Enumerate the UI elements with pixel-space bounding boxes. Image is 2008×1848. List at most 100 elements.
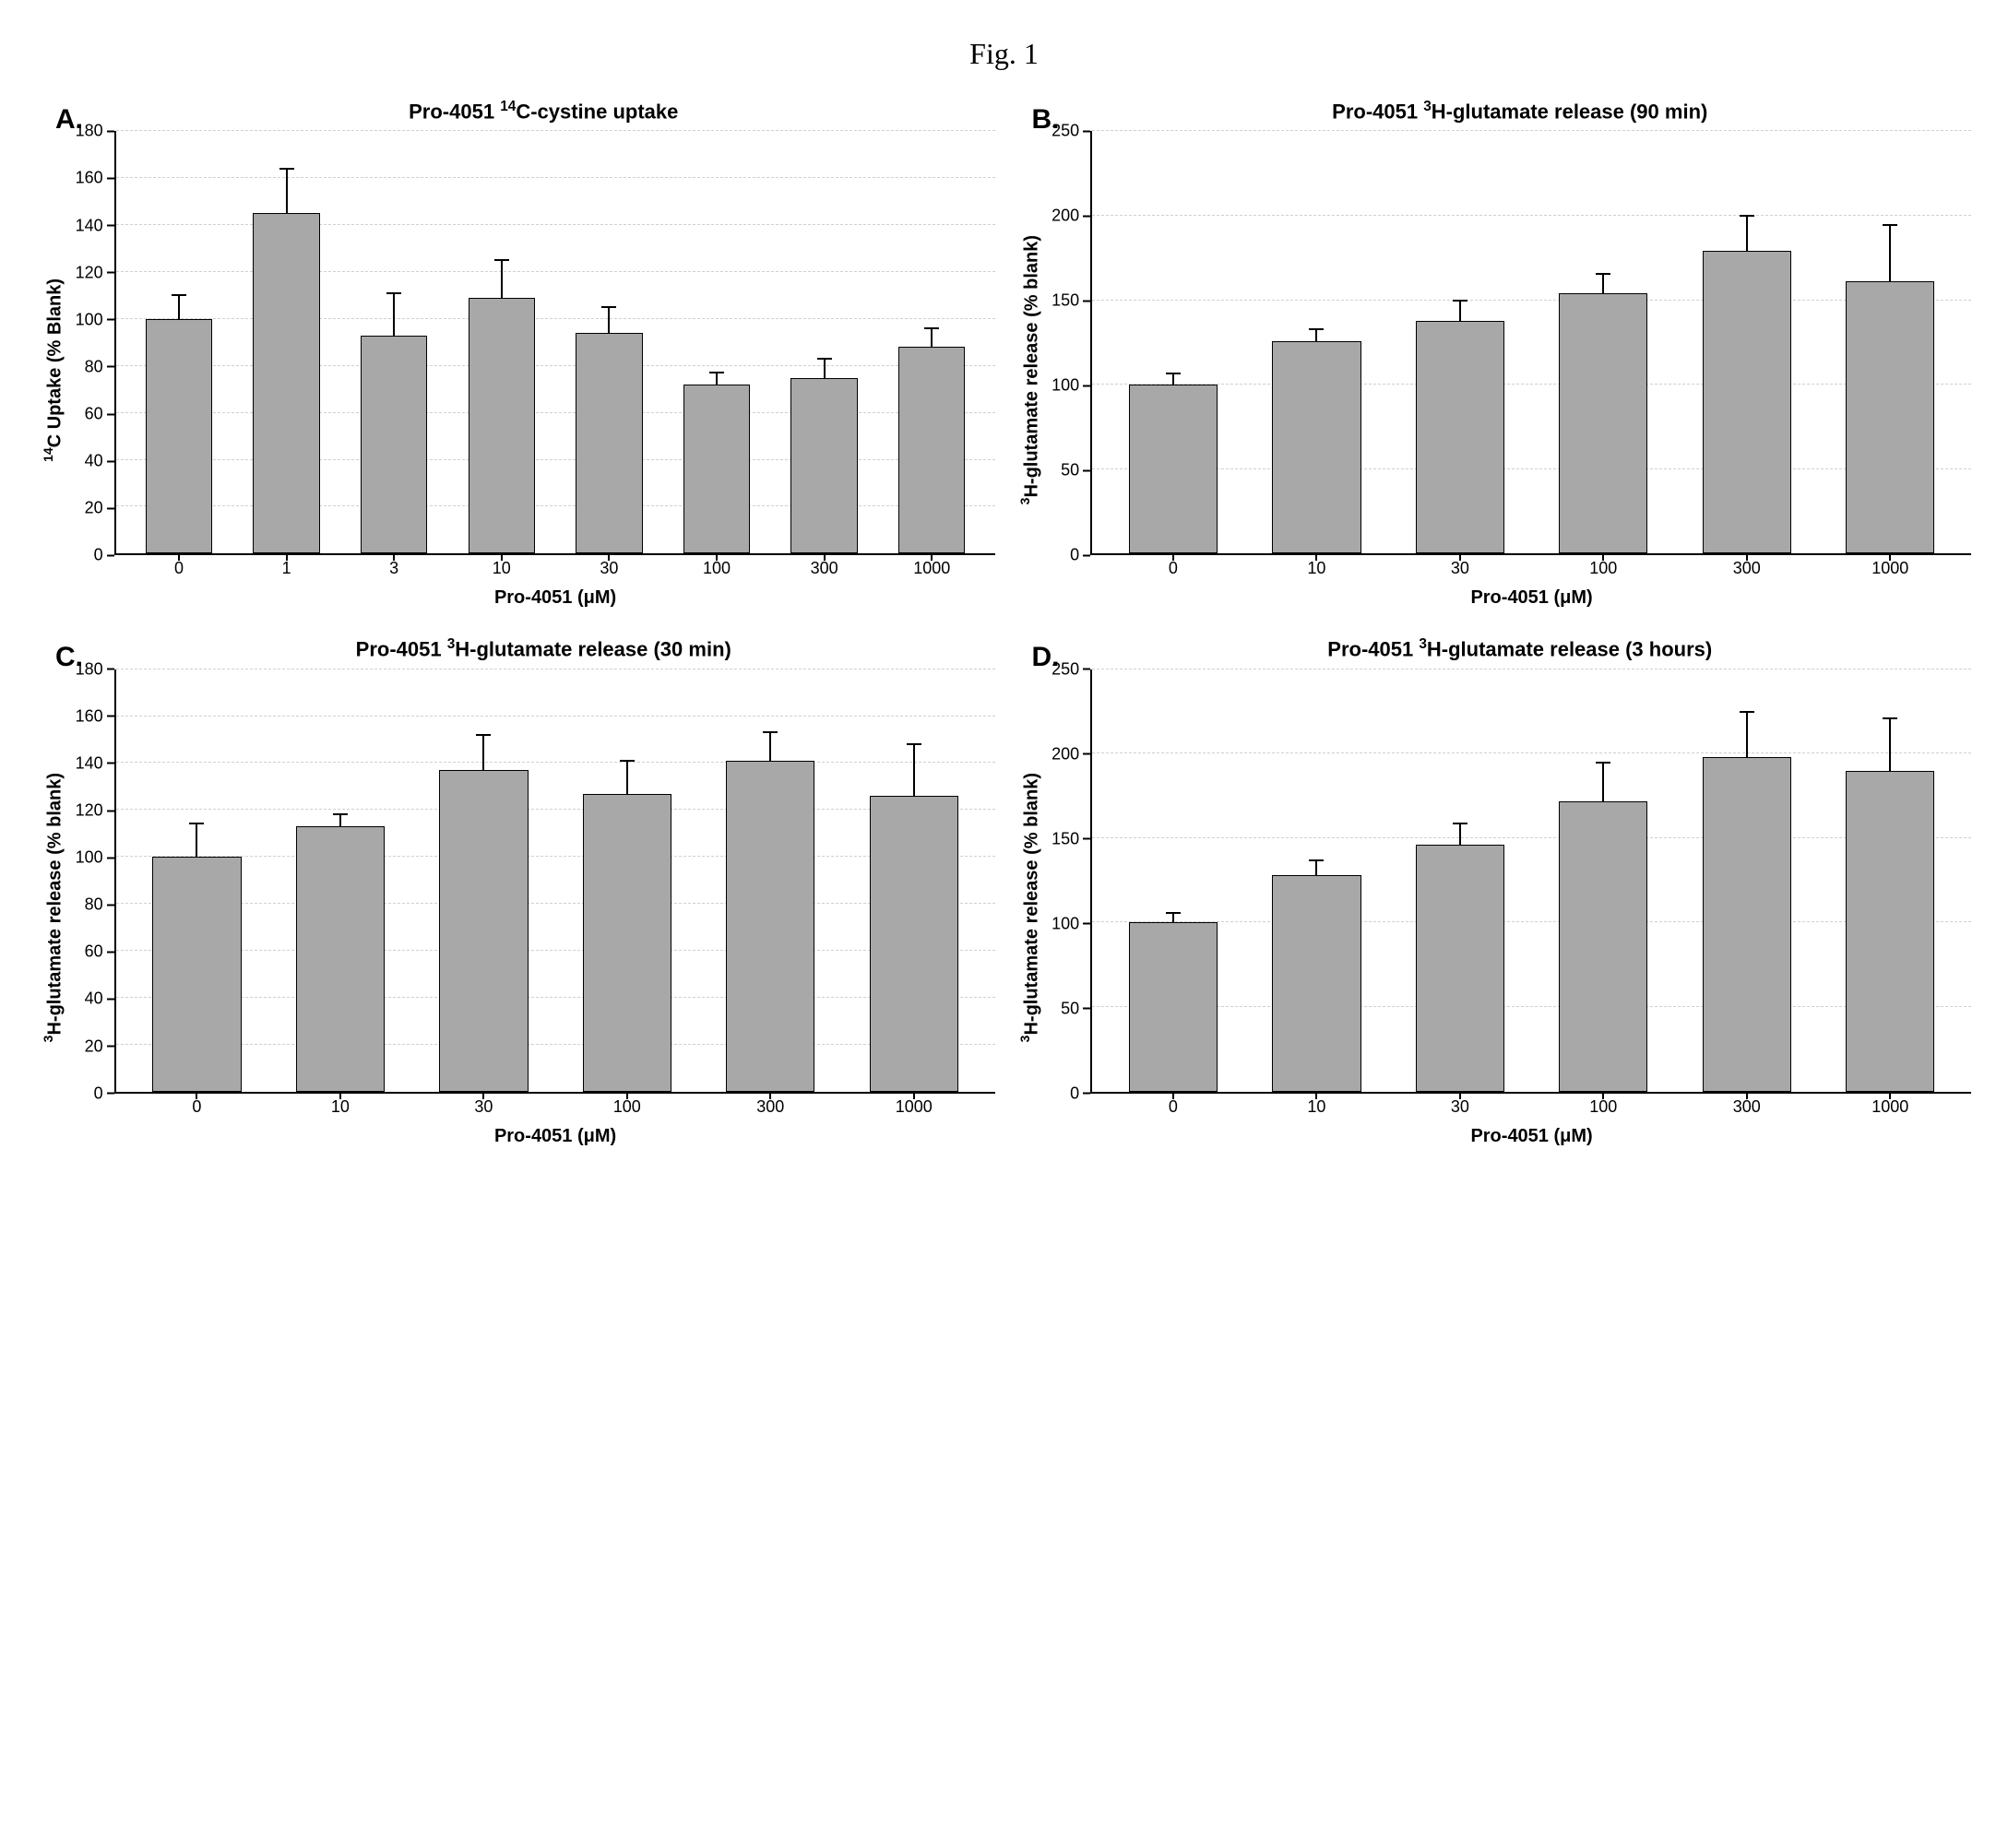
error-bar (178, 294, 180, 320)
tick-mark (107, 810, 114, 811)
bar (1559, 801, 1647, 1092)
y-tick: 160 (76, 169, 114, 188)
error-bar (769, 731, 771, 762)
y-tick-label: 50 (1061, 999, 1079, 1018)
error-bar (1172, 373, 1174, 385)
y-axis-label: 14C Uptake (% Blank) (37, 278, 70, 462)
bars-row (116, 669, 995, 1092)
bar-slot (1245, 131, 1388, 553)
chart-panel: D.Pro-4051 3H-glutamate release (3 hours… (1014, 636, 1972, 1146)
y-tick: 200 (1052, 744, 1090, 764)
y-tick-label: 250 (1052, 659, 1079, 679)
y-axis: 050100150200250 (1046, 131, 1092, 555)
bar-slot (125, 131, 233, 553)
x-tick: 100 (1532, 1097, 1675, 1117)
y-tick: 20 (85, 1037, 114, 1056)
bar-slot (1675, 669, 1818, 1092)
y-tick-label: 80 (85, 357, 103, 376)
y-axis-label: 3H-glutamate release (% blank) (1014, 235, 1047, 504)
tick-mark (1083, 838, 1090, 840)
error-bar (1889, 717, 1891, 771)
tick-mark (107, 319, 114, 321)
x-tick: 30 (412, 1097, 555, 1117)
bar (790, 378, 857, 554)
y-tick: 250 (1052, 659, 1090, 679)
y-tick: 100 (1052, 914, 1090, 933)
panel-title: Pro-4051 3H-glutamate release (3 hours) (1014, 636, 1972, 661)
x-tick: 0 (125, 559, 233, 578)
x-tick: 1000 (1819, 559, 1962, 578)
x-tick: 300 (770, 559, 878, 578)
y-tick: 0 (1070, 1084, 1090, 1103)
bar-slot (1819, 669, 1962, 1092)
y-tick-label: 100 (76, 848, 103, 868)
error-bar (1746, 711, 1748, 758)
bar-slot (878, 131, 986, 553)
bar-slot (268, 669, 411, 1092)
chart-panel: B.Pro-4051 3H-glutamate release (90 min)… (1014, 99, 1972, 609)
bar (146, 319, 212, 553)
error-bar (716, 372, 718, 385)
bar-slot (125, 669, 268, 1092)
bar-slot (1532, 131, 1675, 553)
x-tick: 100 (1532, 559, 1675, 578)
bar (1559, 293, 1647, 553)
tick-mark (107, 225, 114, 227)
panel-grid: A.Pro-4051 14C-cystine uptake14C Uptake … (37, 99, 1971, 1147)
y-tick: 150 (1052, 829, 1090, 848)
y-axis-label: 3H-glutamate release (% blank) (1014, 773, 1047, 1042)
bar-slot (1101, 131, 1244, 553)
x-tick: 10 (1245, 1097, 1388, 1117)
bar-slot (232, 131, 340, 553)
y-tick-label: 0 (94, 1084, 103, 1103)
tick-mark (107, 272, 114, 274)
panel-title: Pro-4051 3H-glutamate release (90 min) (1014, 99, 1972, 124)
y-tick: 60 (85, 405, 114, 424)
y-tick: 120 (76, 263, 114, 282)
x-tick: 300 (1675, 559, 1818, 578)
bar-slot (1675, 131, 1818, 553)
bar-slot (1245, 669, 1388, 1092)
y-tick: 100 (1052, 376, 1090, 396)
y-tick-label: 150 (1052, 291, 1079, 311)
y-tick: 0 (1070, 546, 1090, 565)
x-tick: 10 (1245, 559, 1388, 578)
plot-area: 020406080100120140160180 (70, 669, 995, 1094)
bar (1416, 321, 1504, 554)
tick-mark (107, 130, 114, 132)
error-bar (1315, 328, 1317, 342)
y-tick-label: 140 (76, 216, 103, 235)
y-tick-label: 160 (76, 706, 103, 726)
y-tick-label: 100 (76, 310, 103, 329)
bar (439, 770, 528, 1092)
x-axis-label: Pro-4051 (μM) (116, 1126, 995, 1147)
bar (583, 794, 671, 1092)
bar-slot (412, 669, 555, 1092)
y-tick: 60 (85, 942, 114, 962)
bar (1129, 385, 1218, 553)
y-tick-label: 20 (85, 499, 103, 518)
x-axis-label: Pro-4051 (μM) (116, 587, 995, 609)
tick-mark (107, 904, 114, 906)
bar (1703, 757, 1791, 1092)
tick-mark (107, 366, 114, 368)
bar (1703, 251, 1791, 553)
x-tick: 1 (232, 559, 340, 578)
plot-area: 050100150200250 (1046, 131, 1971, 555)
bar (296, 826, 385, 1092)
y-axis: 020406080100120140160180 (70, 669, 116, 1094)
tick-mark (1083, 385, 1090, 386)
x-tick: 0 (1101, 559, 1244, 578)
y-tick: 180 (76, 659, 114, 679)
y-tick-label: 180 (76, 122, 103, 141)
bar (152, 857, 241, 1091)
error-bar (1889, 224, 1891, 283)
bar-slot (1388, 131, 1531, 553)
bar-slot (1388, 669, 1531, 1092)
error-bar (501, 259, 503, 299)
figure-title: Fig. 1 (37, 37, 1971, 71)
bars-row (1092, 131, 1971, 553)
x-tick: 1000 (878, 559, 986, 578)
bar (870, 796, 958, 1092)
error-bar (1746, 215, 1748, 252)
